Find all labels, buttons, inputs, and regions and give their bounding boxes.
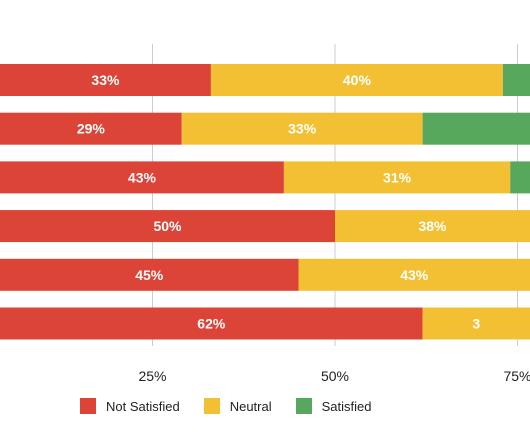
x-axis-ticks: 25% 50% 75%: [138, 368, 530, 384]
legend-swatch-not-satisfied: [80, 398, 96, 414]
legend-label-not-satisfied: Not Satisfied: [106, 398, 180, 414]
legend-label-satisfied: Satisfied: [321, 398, 372, 414]
bars: [0, 64, 530, 340]
x-tick-label-75: 75%: [503, 368, 530, 384]
bar-row3-not-satisfied: [0, 161, 284, 194]
bar-row6-not-satisfied: [0, 307, 423, 340]
bar-row2-neutral: [181, 112, 423, 145]
data-label-row4-neutral: 38%: [418, 218, 447, 234]
data-label-row3-neutral: 31%: [383, 169, 412, 185]
data-label-row4-not-satisfied: 50%: [153, 218, 182, 234]
bar-row3-neutral: [283, 161, 511, 194]
legend-swatch-neutral: [203, 398, 220, 414]
legend-label-neutral: Neutral: [229, 398, 272, 414]
bar-row5-not-satisfied: [0, 258, 299, 291]
bar-row4-not-satisfied: [0, 210, 335, 243]
data-label-row5-neutral: 43%: [400, 267, 429, 283]
data-labels: 33% 40% 29% 33% 43% 31% 50% 38% 45% 43% 62% 3: [77, 72, 481, 332]
data-label-row6-neutral: 3: [472, 316, 480, 332]
legend: Not Satisfied Neutral Satisfied: [80, 398, 396, 414]
bar-row4-neutral: [335, 210, 530, 243]
bar-row6-neutral: [422, 307, 530, 340]
data-label-row2-neutral: 33%: [288, 121, 317, 137]
bar-row5-neutral: [298, 258, 530, 291]
data-label-row2-not-satisfied: 29%: [77, 121, 106, 137]
bar-row1-neutral: [210, 64, 503, 96]
data-label-row1-not-satisfied: 33%: [91, 72, 120, 88]
legend-item-not-satisfied: Not Satisfied: [80, 398, 180, 414]
x-tick-label-25: 25%: [138, 368, 166, 384]
bar-row1-not-satisfied: [0, 64, 211, 96]
bar-row2-not-satisfied: [0, 112, 182, 145]
bar-row3-satisfied: [510, 161, 530, 194]
bar-row2-satisfied: [422, 112, 530, 145]
bar-row1-satisfied: [502, 64, 530, 96]
legend-item-neutral: Neutral: [203, 398, 272, 414]
x-tick-label-50: 50%: [321, 368, 349, 384]
data-label-row3-not-satisfied: 43%: [128, 169, 157, 185]
data-label-row5-not-satisfied: 45%: [135, 267, 164, 283]
legend-swatch-satisfied: [295, 398, 312, 414]
data-label-row6-not-satisfied: 62%: [197, 316, 226, 332]
data-label-row1-neutral: 40%: [343, 72, 372, 88]
legend-item-satisfied: Satisfied: [295, 398, 372, 414]
